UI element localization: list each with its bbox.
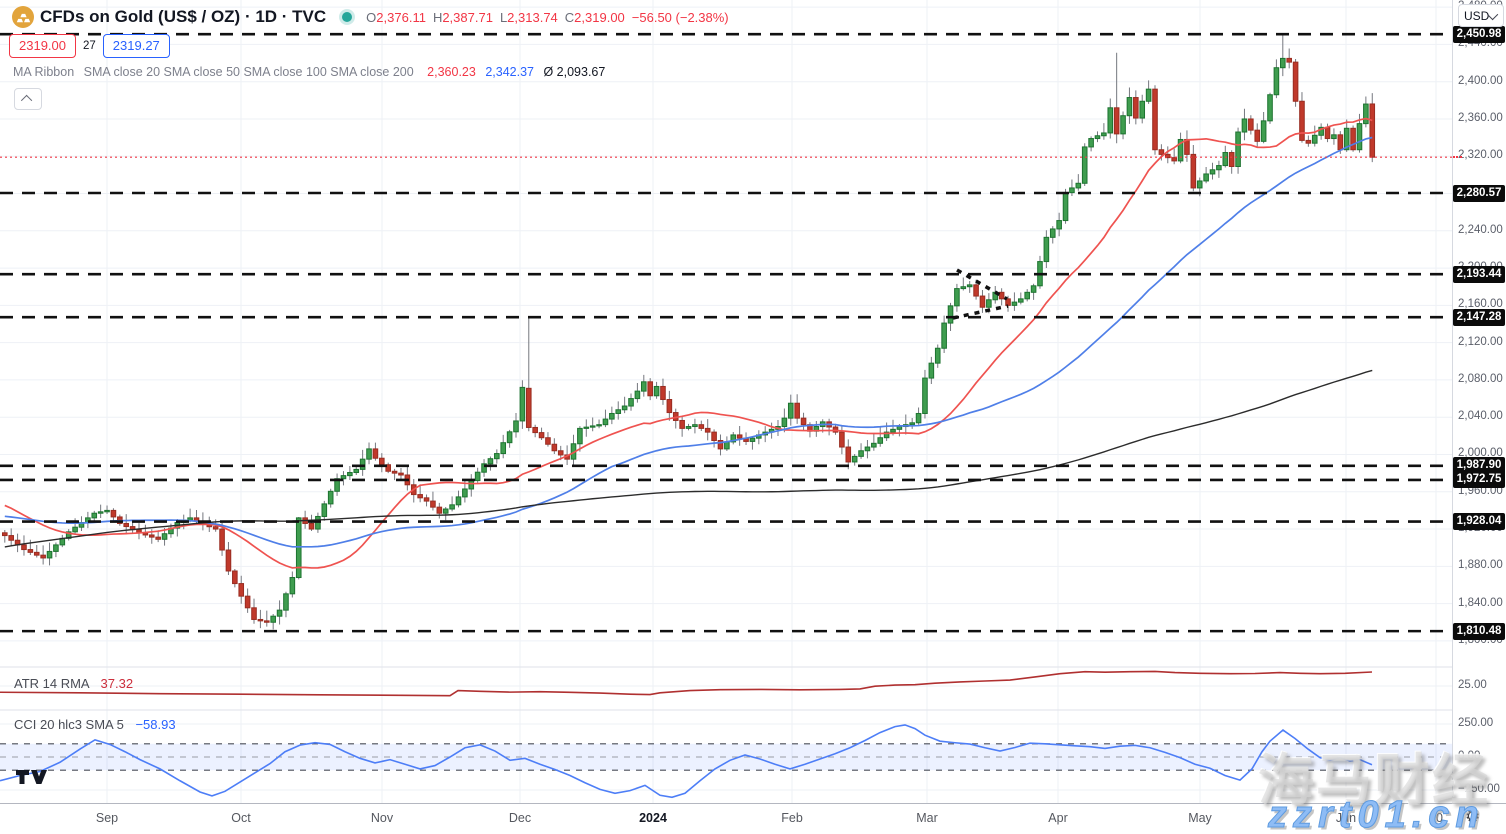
price-level-badge: 2,450.98 xyxy=(1453,25,1505,43)
high-value: 2,387.71 xyxy=(442,9,493,25)
price-axis-label: 2,240.00 xyxy=(1458,223,1503,236)
time-axis-label: Sep xyxy=(95,811,119,825)
cci-legend[interactable]: CCI 20 hlc3 SMA 5 −58.93 xyxy=(14,717,176,732)
sma50-value: 2,342.37 xyxy=(485,65,534,79)
cci-label: CCI 20 hlc3 SMA 5 xyxy=(14,717,124,732)
cci-value: −58.93 xyxy=(135,717,176,732)
time-axis-label: Feb xyxy=(781,811,803,825)
price-level-badge: 1,987.90 xyxy=(1453,457,1505,475)
price-level-badge: 2,193.44 xyxy=(1453,265,1505,283)
sell-button[interactable]: 2319.00 xyxy=(9,34,76,58)
price-axis-label: 2,320.00 xyxy=(1458,149,1503,162)
market-status-icon xyxy=(342,12,353,22)
open-value: 2,376.11 xyxy=(376,9,426,25)
spread-value: 27 xyxy=(76,38,103,54)
time-axis-label: May xyxy=(1188,811,1212,825)
ma-ribbon-legend[interactable]: MA Ribbon SMA close 20 SMA close 50 SMA … xyxy=(13,65,605,79)
price-axis-label: 2,160.00 xyxy=(1458,298,1503,311)
symbol-row[interactable]: CFDs on Gold (US$ / OZ) · 1D · TVC O2,37… xyxy=(12,6,736,28)
ma-ribbon-name: MA Ribbon xyxy=(13,65,75,79)
change-value: −56.50 (−2.38%) xyxy=(631,9,729,25)
drawing-annotation[interactable] xyxy=(952,304,1009,320)
trade-buttons: 2319.00 27 2319.27 xyxy=(9,34,170,58)
currency-label: USD xyxy=(1464,8,1490,23)
time-axis-label: 20 xyxy=(1429,811,1443,825)
gold-symbol-icon xyxy=(12,6,34,28)
atr-label: ATR 14 RMA xyxy=(14,676,89,691)
indicator-axis-label: 0.00 xyxy=(1458,750,1481,762)
ma-average-value: Ø 2,093.67 xyxy=(543,65,606,79)
price-axis-label: 1,840.00 xyxy=(1458,596,1503,609)
settings-gear-icon[interactable]: ⚙ xyxy=(1465,807,1481,826)
price-level-badge: 2,147.28 xyxy=(1453,308,1505,326)
time-axis[interactable]: Sep Oct Nov Dec 2024 Feb Mar Apr May Jun 20 ⚙ xyxy=(0,803,1506,834)
price-axis[interactable]: USD 2,480.002,440.002,400.002,360.002,32… xyxy=(1452,0,1506,803)
candles-up xyxy=(46,57,1369,623)
atr-value: 37.32 xyxy=(100,676,134,691)
time-axis-label: Jun xyxy=(1335,811,1357,825)
price-level-badge: 2,280.57 xyxy=(1453,184,1505,202)
price-axis-label: 2,360.00 xyxy=(1458,111,1503,124)
atr-legend[interactable]: ATR 14 RMA 37.32 xyxy=(14,676,133,691)
time-axis-label: Dec xyxy=(508,811,532,825)
symbol-title[interactable]: CFDs on Gold (US$ / OZ) · 1D · TVC xyxy=(40,7,327,26)
price-axis-label: 2,400.00 xyxy=(1458,74,1503,87)
price-axis-label: 1,880.00 xyxy=(1458,559,1503,572)
ohlc-readout: O2,376.11 H2,387.71 L2,313.74 C2,319.00 −56.… xyxy=(366,9,729,25)
candles-down xyxy=(2,57,1376,623)
candle-wicks xyxy=(4,34,1373,630)
close-value: 2,319.00 xyxy=(574,9,625,25)
chart-canvas[interactable] xyxy=(0,0,1452,803)
last-price-axis-tick xyxy=(1453,156,1462,158)
tradingview-logo[interactable] xyxy=(16,768,48,786)
time-axis-label: Mar xyxy=(916,811,938,825)
collapse-legend-button[interactable] xyxy=(14,88,42,110)
cci-line xyxy=(0,724,1373,799)
chevron-up-icon xyxy=(20,94,33,107)
drawing-annotation[interactable] xyxy=(956,268,1008,301)
sma20-value: 2,360.23 xyxy=(427,65,476,79)
price-level-badge: 1,972.75 xyxy=(1453,471,1505,489)
price-axis-label: 2,080.00 xyxy=(1458,372,1503,385)
indicator-axis-label: 250.00 xyxy=(1458,717,1494,729)
low-value: 2,313.74 xyxy=(507,9,558,25)
price-axis-label: 2,120.00 xyxy=(1458,335,1503,348)
indicator-axis-label: −250.00 xyxy=(1458,783,1500,795)
time-axis-label: 2024 xyxy=(639,811,667,825)
price-level-badge: 1,810.48 xyxy=(1453,622,1505,640)
sma20-line xyxy=(4,117,1373,569)
time-axis-label: Apr xyxy=(1048,811,1068,825)
price-axis-label: 2,040.00 xyxy=(1458,410,1503,423)
currency-selector[interactable]: USD xyxy=(1458,4,1504,27)
time-axis-label: Oct xyxy=(231,811,251,825)
price-axis-label: 2,000.00 xyxy=(1458,447,1503,460)
indicator-axis-label: 25.00 xyxy=(1458,679,1487,691)
atr-line xyxy=(0,670,1373,697)
price-level-badge: 1,928.04 xyxy=(1453,513,1505,531)
sma50-line xyxy=(4,136,1373,548)
buy-button[interactable]: 2319.27 xyxy=(102,34,170,58)
ma-ribbon-params: SMA close 20 SMA close 50 SMA close 100 … xyxy=(83,65,414,79)
time-axis-label: Nov xyxy=(370,811,394,825)
